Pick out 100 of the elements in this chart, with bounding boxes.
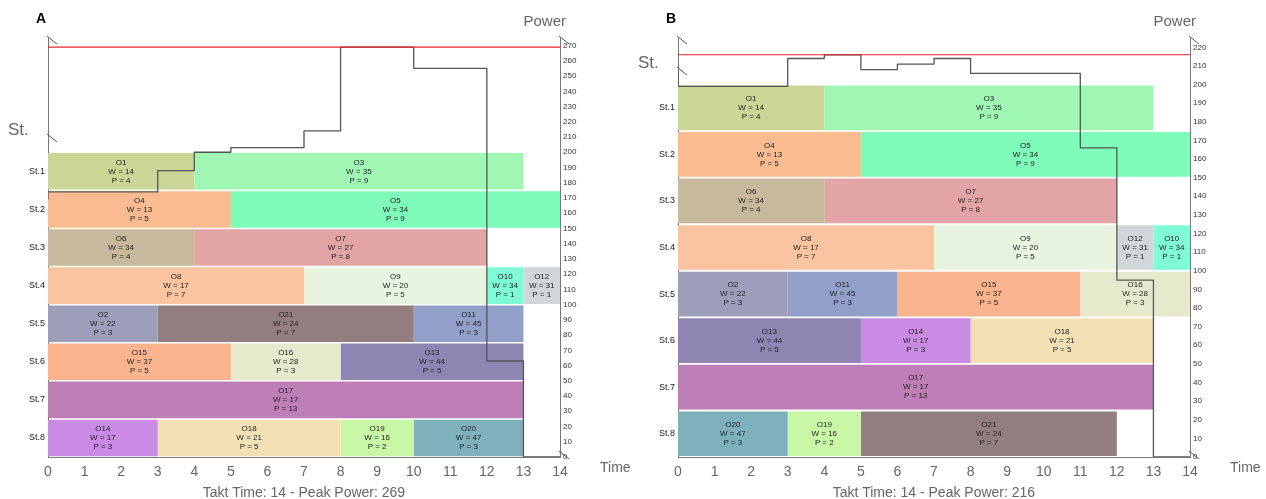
x-tick-label: 5: [856, 463, 865, 480]
data-label: O19 W = 16 P = 2: [811, 419, 838, 447]
x-tick-label: 2: [117, 463, 126, 480]
text: Takt Time: 14 - Peak Power: 216: [831, 484, 1037, 499]
y-tick-label: 30: [563, 406, 573, 416]
x-axis-title: Time: [1230, 459, 1261, 475]
data-label: O11 W = 45 P = 3: [455, 309, 482, 337]
x-tick-label: 5: [226, 463, 235, 480]
x-tick-label: 13: [1145, 463, 1162, 480]
data-label: O10 W = 34 P = 1: [492, 271, 519, 299]
data-label: O14 W = 17 P = 3: [90, 424, 117, 452]
bar: [678, 364, 1154, 410]
y-tick-label: 80: [563, 330, 573, 340]
bar: [413, 419, 524, 457]
data-label: O5 W = 34 P = 9: [382, 195, 409, 223]
x-tick-label: 3: [153, 463, 162, 480]
data-label: O5 W = 34 P = 9: [1012, 140, 1039, 168]
y-axis-title: Power: [523, 12, 566, 29]
y-tick-label: 220: [1193, 42, 1207, 52]
y-tick-label: 220: [563, 117, 577, 126]
x-tick-label: 10: [1035, 463, 1052, 480]
data-label: O16 W = 28 P = 3: [272, 347, 300, 375]
bar: [48, 267, 304, 304]
y-tick-label: St.6: [658, 335, 675, 346]
bar: [678, 318, 861, 363]
data-label: O21 W = 24 P = 7: [976, 419, 1003, 447]
y-tick-label: St.2: [658, 148, 675, 159]
data-label: O11 W = 45 P = 3: [829, 280, 856, 308]
y-tick-label: 160: [563, 208, 577, 218]
bar: [157, 419, 341, 457]
data-label: O8 W = 17 P = 7: [793, 233, 820, 261]
data-label: O15 W = 37 P = 5: [976, 280, 1003, 308]
x-tick-label: 6: [893, 463, 902, 480]
bar: [897, 271, 1081, 317]
y-tick-label: 80: [1193, 303, 1203, 313]
y-tick-label: 50: [563, 376, 573, 386]
data-label: O13 W = 44 P = 5: [419, 347, 446, 375]
data-label: O7 W = 27 P = 8: [327, 233, 354, 261]
data-label: O19 W = 16 P = 2: [364, 424, 391, 452]
y-tick-label: 170: [563, 193, 577, 203]
y-tick-label: St.3: [28, 241, 45, 252]
y-tick-label: 210: [563, 132, 577, 142]
y-tick-label: St.7: [658, 381, 675, 392]
data-label: O20 W = 47 P = 3: [720, 419, 747, 447]
y-tick-label: St.8: [658, 428, 675, 439]
data-label: O21 W = 24 P = 7: [272, 309, 300, 337]
x-tick-label: 12: [479, 463, 495, 480]
y-tick-label: 230: [563, 101, 577, 111]
x-tick-label: 13: [515, 463, 532, 480]
bar: [787, 271, 898, 317]
bar: [413, 305, 524, 342]
y-tick-label: St.1: [28, 165, 45, 176]
y-tick-label: 140: [1193, 191, 1207, 201]
bar: [48, 229, 195, 266]
y-tick-label: 190: [1193, 98, 1207, 108]
bar: [1153, 225, 1190, 270]
bar: [194, 153, 524, 190]
y-tick-label: 90: [1193, 284, 1203, 294]
bar: [787, 411, 861, 457]
data-label: O10 W = 34 P = 1: [1158, 233, 1186, 261]
y-tick-label: 40: [1193, 377, 1203, 387]
y-tick-label: 90: [563, 315, 573, 325]
y-tick-label: 70: [1193, 321, 1203, 331]
data-label: O8 W = 17 P = 7: [163, 271, 190, 299]
y-tick-label: 150: [563, 223, 577, 233]
y-tick-label: 100: [563, 299, 577, 309]
x-tick-label: 7: [930, 463, 939, 480]
x-tick-label: 9: [1003, 463, 1012, 480]
bar: [340, 419, 414, 457]
x-tick-label: 8: [336, 463, 345, 480]
x-tick-label: 11: [443, 463, 458, 480]
bar: [678, 411, 788, 457]
data-label: O13 W = 44 P = 5: [756, 326, 783, 354]
bar: [340, 343, 524, 381]
y-tick-label: 0: [563, 452, 568, 462]
y-tick-label: 130: [1193, 210, 1207, 220]
x-tick-label: 4: [190, 463, 199, 480]
bar: [157, 305, 414, 342]
data-label: O15 W = 37 P = 5: [126, 347, 153, 375]
y-tick-label: 120: [1193, 228, 1207, 238]
data-label: O4 W = 13 P = 5: [756, 140, 783, 168]
x-tick-label: 10: [405, 463, 422, 480]
y-tick-label: St.2: [28, 203, 45, 214]
data-label: O1 W = 14 P = 4: [738, 94, 765, 122]
y-tick-label: 10: [1193, 433, 1203, 443]
y-tick-label: 20: [1193, 414, 1203, 424]
x-tick-label: 7: [300, 463, 309, 480]
y-tick-label: 40: [563, 391, 573, 401]
y-tick-label: 20: [563, 421, 573, 431]
x-tick-label: 2: [747, 463, 756, 480]
bar: [678, 225, 934, 270]
bar: [48, 153, 195, 190]
data-label: O6 W = 34 P = 4: [738, 187, 765, 215]
data-label: O17 W = 17 P = 13: [272, 386, 300, 414]
x-tick-label: 1: [710, 463, 719, 480]
y-tick-label: 0: [1193, 452, 1198, 462]
data-label: O12 W = 31 P = 1: [1122, 233, 1149, 261]
y-tick-label: 160: [1193, 154, 1207, 164]
bar: [48, 343, 231, 381]
y-tick-label: 270: [563, 40, 577, 50]
